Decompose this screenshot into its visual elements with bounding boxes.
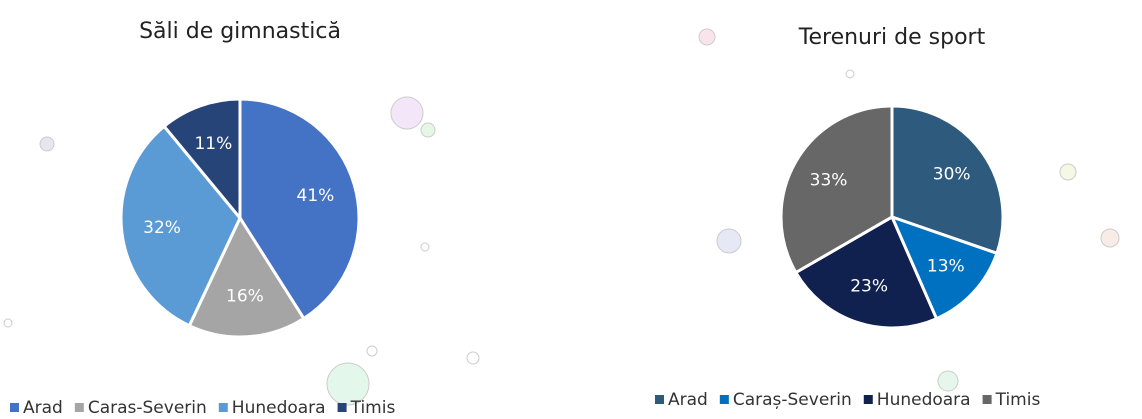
background-bubbles bbox=[3, 28, 1120, 406]
pie-slice bbox=[890, 104, 1005, 256]
pie-slice bbox=[889, 214, 999, 321]
legend-swatch bbox=[719, 395, 729, 404]
legend-label: Timis bbox=[995, 390, 1041, 410]
legend-label: Arad bbox=[668, 390, 708, 410]
legend-label: Hunedoara bbox=[232, 398, 326, 418]
legend-swatch bbox=[74, 403, 84, 412]
data-label: 33% bbox=[810, 170, 848, 190]
legend-swatch bbox=[982, 395, 992, 404]
pie-slice bbox=[119, 124, 242, 328]
legend-label: Hunedoara bbox=[877, 390, 971, 410]
data-label: 23% bbox=[850, 277, 888, 297]
legend-swatch bbox=[10, 403, 19, 412]
chart-title: Terenuri de sport bbox=[798, 25, 986, 50]
pie-slice bbox=[793, 214, 939, 330]
data-label: 16% bbox=[226, 286, 264, 306]
data-label: 11% bbox=[194, 134, 232, 154]
chart-title: Săli de gimnastică bbox=[139, 19, 341, 44]
pie-slice bbox=[779, 104, 894, 275]
data-label: 41% bbox=[297, 186, 335, 206]
pie-slice bbox=[187, 214, 306, 339]
legend-swatch bbox=[337, 403, 347, 412]
legend-swatch bbox=[218, 403, 228, 412]
data-label: 30% bbox=[933, 165, 971, 185]
legend-label: Arad bbox=[23, 398, 63, 418]
legend-swatch bbox=[863, 395, 873, 404]
legend-label: Caras-Severin bbox=[88, 398, 207, 418]
pie-slice bbox=[162, 97, 242, 223]
data-label: 13% bbox=[927, 257, 965, 277]
data-label: 32% bbox=[143, 218, 181, 238]
legend-label: Timis bbox=[350, 398, 396, 418]
legend-label: Caraș-Severin bbox=[733, 390, 852, 410]
legend-swatch bbox=[655, 395, 664, 404]
